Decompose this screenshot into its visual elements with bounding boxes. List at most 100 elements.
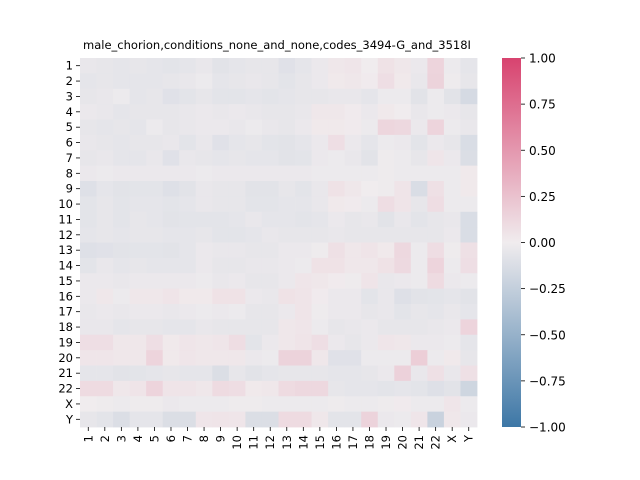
heatmap-cell <box>113 88 131 105</box>
heatmap-cell <box>443 319 461 336</box>
heatmap-cell <box>80 73 97 90</box>
heatmap-cell <box>80 396 97 413</box>
heatmap-cell <box>427 181 445 197</box>
heatmap-cell <box>443 88 461 105</box>
heatmap-cell <box>80 288 97 305</box>
heatmap-cell <box>410 181 428 197</box>
heatmap-cell <box>361 211 379 228</box>
heatmap-cell <box>410 227 428 243</box>
heatmap-cell <box>162 227 180 243</box>
heatmap-cell <box>394 165 412 182</box>
heatmap-cell <box>261 396 279 413</box>
heatmap-cell <box>295 181 312 197</box>
heatmap-cell <box>460 181 478 197</box>
heatmap-cell <box>394 242 412 259</box>
column-tick-labels: 1 2 3 4 5 6 7 8 9 10 11 12 13 14 15 16 17 18 19 20 21 22 X Y <box>81 427 476 450</box>
heatmap-cell <box>96 58 114 74</box>
heatmap-cell <box>328 181 346 197</box>
heatmap-cell <box>278 88 296 105</box>
heatmap-cell <box>96 119 114 136</box>
heatmap-cell <box>228 227 246 243</box>
column-tick-label: 14 <box>296 435 310 450</box>
heatmap-cell <box>195 211 213 228</box>
heatmap-cell <box>361 119 379 136</box>
heatmap-cell <box>443 334 461 351</box>
row-tick-label: 22 <box>58 382 73 396</box>
heatmap-cell <box>113 380 131 397</box>
heatmap-cell <box>113 227 131 243</box>
heatmap-cell <box>427 257 445 274</box>
heatmap-cell <box>212 242 230 259</box>
heatmap-cell <box>460 196 478 213</box>
colorbar-ticks: 1.00 0.75 0.50 0.25 0.00 −0.25 −0.50 −0.75 −1.00 <box>521 52 566 435</box>
heatmap-cell <box>427 165 445 182</box>
heatmap-cell <box>129 411 147 428</box>
heatmap-cell <box>195 150 213 167</box>
column-tick-label: 20 <box>396 435 410 450</box>
heatmap-cell <box>245 365 263 382</box>
heatmap-cell <box>179 73 197 90</box>
heatmap-cell <box>80 365 97 382</box>
heatmap-cell <box>212 88 230 105</box>
heatmap-cell <box>261 181 279 197</box>
heatmap-cell <box>311 104 329 120</box>
heatmap-cell <box>427 88 445 105</box>
heatmap-cell <box>129 304 147 320</box>
heatmap-cell <box>261 380 279 397</box>
heatmap-cell <box>80 380 97 397</box>
heatmap-cell <box>278 119 296 136</box>
heatmap-cell <box>311 304 329 320</box>
heatmap-cell <box>129 181 147 197</box>
heatmap-cell <box>179 334 197 351</box>
heatmap-cell <box>245 211 263 228</box>
heatmap-cell <box>129 242 147 259</box>
heatmap-cell <box>460 119 478 136</box>
heatmap-cell <box>228 134 246 151</box>
heatmap-cell <box>443 119 461 136</box>
heatmap-cell <box>162 350 180 366</box>
heatmap-cell <box>179 181 197 197</box>
heatmap-cell <box>195 181 213 197</box>
heatmap-cell <box>361 380 379 397</box>
heatmap-cell <box>394 380 412 397</box>
column-tick-label: 7 <box>181 435 195 442</box>
heatmap-cell <box>212 134 230 151</box>
heatmap-cell <box>113 211 131 228</box>
heatmap-cell <box>245 319 263 336</box>
heatmap-cell <box>295 257 312 274</box>
heatmap-cell <box>361 319 379 336</box>
heatmap-cell <box>179 165 197 182</box>
heatmap-cell <box>328 104 346 120</box>
heatmap-cell <box>261 411 279 428</box>
heatmap-cell <box>311 181 329 197</box>
heatmap-cell <box>361 150 379 167</box>
heatmap-cell <box>162 181 180 197</box>
heatmap-cell <box>245 150 263 167</box>
heatmap-cell <box>80 350 97 366</box>
heatmap-cell <box>129 73 147 90</box>
heatmap-cell <box>427 227 445 243</box>
heatmap-cell <box>427 196 445 213</box>
heatmap-cell <box>410 242 428 259</box>
heatmap-cell <box>443 150 461 167</box>
heatmap-cell <box>162 242 180 259</box>
heatmap-cell <box>443 104 461 120</box>
heatmap-cell <box>344 288 362 305</box>
heatmap-cell <box>245 273 263 290</box>
heatmap-cell <box>195 257 213 274</box>
heatmap-cell <box>344 181 362 197</box>
heatmap-cell <box>212 319 230 336</box>
heatmap-cell <box>261 134 279 151</box>
heatmap-cell <box>179 304 197 320</box>
heatmap-cell <box>245 257 263 274</box>
heatmap-cell <box>278 196 296 213</box>
heatmap-cell <box>113 165 131 182</box>
heatmap-cell <box>295 88 312 105</box>
heatmap-cell <box>162 211 180 228</box>
heatmap-cell <box>328 319 346 336</box>
heatmap-cell <box>295 334 312 351</box>
row-tick-label: 13 <box>58 243 73 257</box>
heatmap-cell <box>427 365 445 382</box>
heatmap-cell <box>394 58 412 74</box>
heatmap-cell <box>146 288 164 305</box>
